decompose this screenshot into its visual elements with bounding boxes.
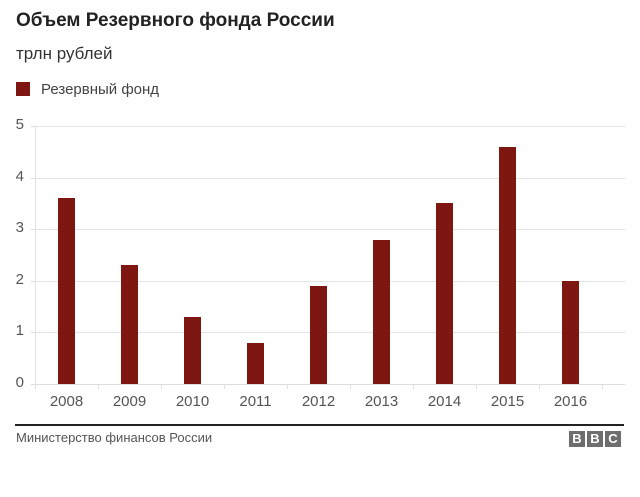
bar-2016[interactable] bbox=[562, 281, 579, 384]
bbc-logo-block: B bbox=[569, 431, 585, 447]
x-axis-label: 2016 bbox=[553, 393, 588, 410]
x-axis-label: 2014 bbox=[427, 393, 462, 410]
x-axis-line bbox=[35, 384, 625, 385]
x-axis-label: 2010 bbox=[175, 393, 210, 410]
y-axis-line bbox=[35, 126, 36, 388]
chart-subtitle: трлн рублей bbox=[16, 44, 113, 63]
x-tick bbox=[287, 384, 288, 389]
footer-divider bbox=[15, 424, 624, 426]
x-tick bbox=[35, 384, 36, 389]
bar-2015[interactable] bbox=[499, 147, 516, 384]
y-tick bbox=[31, 332, 35, 333]
y-axis-label: 3 bbox=[15, 219, 24, 236]
y-axis-label: 0 bbox=[15, 374, 24, 391]
y-axis-label: 5 bbox=[15, 116, 24, 133]
y-tick bbox=[31, 178, 35, 179]
gridline bbox=[35, 126, 625, 127]
plot-area: 0 1 2 3 4 5 2008 2009 2010 2011 2012 2013 2014 2015 20… bbox=[15, 116, 625, 410]
y-tick bbox=[31, 126, 35, 127]
gridline bbox=[35, 178, 625, 179]
bbc-logo: B B C bbox=[569, 431, 621, 447]
bar-2009[interactable] bbox=[121, 265, 138, 384]
gridline bbox=[35, 281, 625, 282]
gridline bbox=[35, 332, 625, 333]
x-tick bbox=[539, 384, 540, 389]
x-tick bbox=[413, 384, 414, 389]
y-tick bbox=[31, 281, 35, 282]
bar-2014[interactable] bbox=[436, 203, 453, 384]
x-axis-label: 2013 bbox=[364, 393, 399, 410]
x-tick bbox=[476, 384, 477, 389]
chart-title: Объем Резервного фонда России bbox=[16, 10, 335, 31]
x-tick bbox=[161, 384, 162, 389]
bbc-logo-block: C bbox=[605, 431, 621, 447]
x-tick bbox=[602, 384, 603, 389]
x-tick bbox=[350, 384, 351, 389]
y-tick bbox=[31, 229, 35, 230]
y-tick bbox=[31, 384, 35, 385]
legend-label: Резервный фонд bbox=[41, 80, 160, 98]
x-tick bbox=[224, 384, 225, 389]
bar-2008[interactable] bbox=[58, 198, 75, 384]
y-axis-label: 1 bbox=[15, 322, 24, 339]
gridline bbox=[35, 229, 625, 230]
x-axis-label: 2009 bbox=[112, 393, 147, 410]
source-note: Министерство финансов России bbox=[16, 430, 213, 445]
bar-2010[interactable] bbox=[184, 317, 201, 384]
bar-2012[interactable] bbox=[310, 286, 327, 384]
bar-2013[interactable] bbox=[373, 240, 390, 384]
x-axis-label: 2008 bbox=[49, 393, 84, 410]
legend-swatch-icon bbox=[16, 82, 30, 96]
bar-2011[interactable] bbox=[247, 343, 264, 384]
x-axis-label: 2011 bbox=[239, 393, 272, 410]
y-axis-label: 2 bbox=[15, 271, 24, 288]
bbc-logo-block: B bbox=[587, 431, 603, 447]
x-axis-label: 2012 bbox=[301, 393, 336, 410]
legend: Резервный фонд bbox=[16, 80, 159, 98]
y-axis-label: 4 bbox=[15, 168, 24, 185]
x-tick bbox=[98, 384, 99, 389]
x-axis-label: 2015 bbox=[490, 393, 525, 410]
